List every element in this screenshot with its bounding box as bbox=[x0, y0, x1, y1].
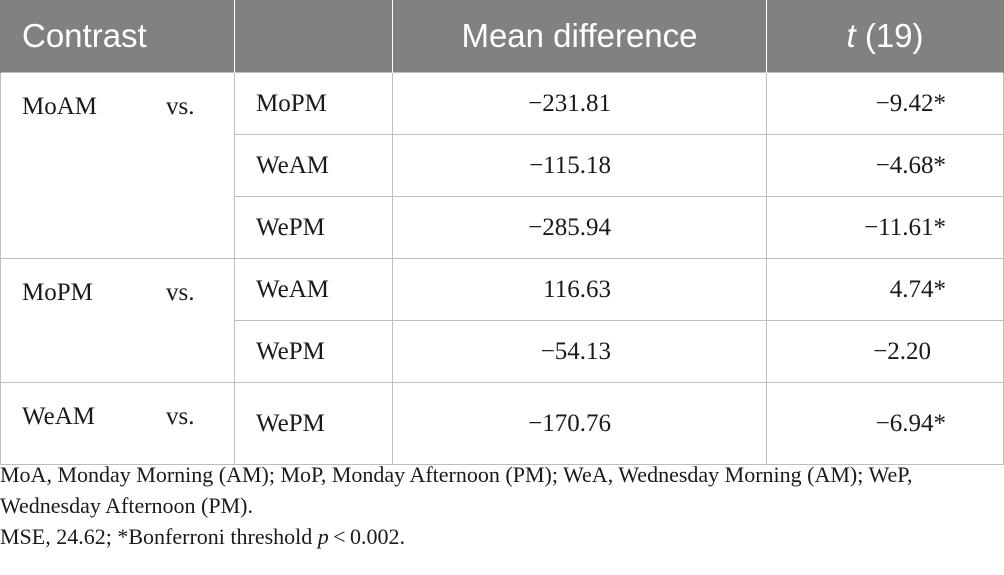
condition-cell: MoPM bbox=[234, 72, 393, 135]
t-value-cell: −2.20 bbox=[766, 320, 1004, 383]
mse-text: MSE, 24.62; *Bonferroni threshold bbox=[0, 524, 318, 549]
condition-cell: WePM bbox=[234, 382, 393, 465]
contrast-table-wrapper: Contrast Mean difference t (19) MoAM vs.… bbox=[0, 0, 1004, 465]
group-label-cell: MoPM vs. bbox=[0, 258, 235, 383]
header-row: Contrast Mean difference t (19) bbox=[0, 0, 1004, 73]
p-symbol: p bbox=[317, 524, 329, 549]
mean-difference-cell: −231.81 bbox=[392, 72, 767, 135]
t-value-cell: −11.61* bbox=[766, 196, 1004, 259]
t-value-cell: −6.94* bbox=[766, 382, 1004, 465]
header-t-statistic: t (19) bbox=[766, 0, 1004, 73]
group-label-cell: MoAM vs. bbox=[0, 72, 235, 259]
table-row: WePM −54.13 −2.20 bbox=[1, 320, 1004, 383]
group-vs: vs. bbox=[166, 93, 195, 120]
t-value-cell: −9.42* bbox=[766, 72, 1004, 135]
header-blank bbox=[234, 0, 393, 73]
group-vs: vs. bbox=[166, 279, 195, 306]
condition-cell: WeAM bbox=[234, 134, 393, 197]
contrast-table: Contrast Mean difference t (19) MoAM vs.… bbox=[0, 0, 1004, 465]
threshold-value: < 0.002. bbox=[328, 524, 405, 549]
table-body: MoAM vs. MoPM −231.81 −9.42* WeAM −115.1… bbox=[0, 72, 1004, 465]
header-t-symbol: t bbox=[846, 17, 856, 54]
group-name: MoAM bbox=[22, 93, 98, 120]
t-value-cell: 4.74* bbox=[766, 258, 1004, 321]
header-mean-difference: Mean difference bbox=[392, 0, 767, 73]
t-value-cell: −4.68* bbox=[766, 134, 1004, 197]
group-name: MoPM bbox=[22, 279, 93, 306]
table-footnotes: MoA, Monday Morning (AM); MoP, Monday Af… bbox=[0, 459, 1000, 552]
table-row: WeAM vs. WePM −170.76 −6.94* bbox=[0, 382, 1004, 465]
mean-difference-cell: −54.13 bbox=[392, 320, 767, 383]
table-row: MoPM vs. WeAM 116.63 4.74* bbox=[0, 258, 1004, 383]
mean-difference-cell: −115.18 bbox=[392, 134, 767, 197]
group-vs: vs. bbox=[166, 403, 195, 430]
header-t-df: (19) bbox=[855, 17, 924, 54]
header-contrast: Contrast bbox=[0, 0, 235, 73]
group-name: WeAM bbox=[22, 403, 95, 430]
table-row: MoAM vs. MoPM −231.81 −9.42* bbox=[0, 72, 1004, 259]
mean-difference-cell: 116.63 bbox=[392, 258, 767, 321]
table-header: Contrast Mean difference t (19) bbox=[0, 0, 1004, 73]
condition-cell: WePM bbox=[234, 196, 393, 259]
table-row: WeAM −115.18 −4.68* bbox=[1, 134, 1004, 197]
mean-difference-cell: −285.94 bbox=[392, 196, 767, 259]
mean-difference-cell: −170.76 bbox=[392, 382, 767, 465]
threshold-note: MSE, 24.62; *Bonferroni threshold p < 0.… bbox=[0, 521, 1000, 552]
abbreviations-note: MoA, Monday Morning (AM); MoP, Monday Af… bbox=[0, 462, 913, 518]
condition-cell: WePM bbox=[234, 320, 393, 383]
condition-cell: WeAM bbox=[234, 258, 393, 321]
group-label-cell: WeAM vs. bbox=[0, 382, 235, 465]
